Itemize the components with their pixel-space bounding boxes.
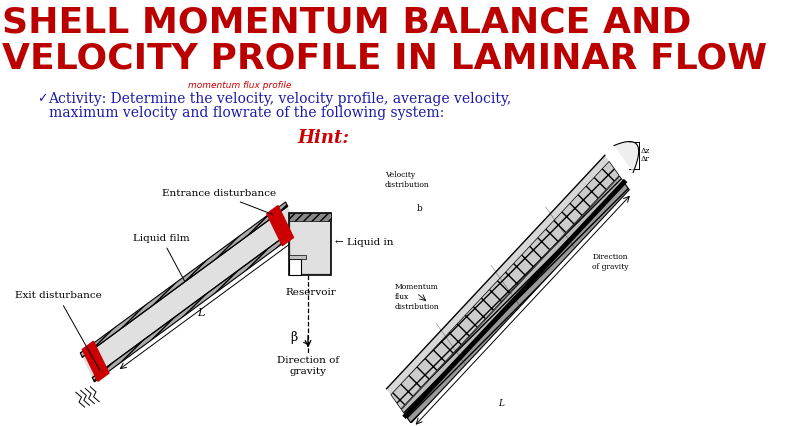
Text: Entrance disturbance: Entrance disturbance [162, 189, 276, 214]
Polygon shape [267, 206, 294, 246]
Text: Direction
of gravity: Direction of gravity [592, 253, 629, 271]
Polygon shape [83, 206, 298, 377]
Text: SHELL MOMENTUM BALANCE AND: SHELL MOMENTUM BALANCE AND [2, 6, 692, 40]
Text: Activity: Determine the velocity, velocity profile, average velocity,: Activity: Determine the velocity, veloci… [48, 92, 512, 106]
Bar [290, 255, 306, 259]
Polygon shape [83, 341, 109, 381]
Polygon shape [387, 155, 624, 416]
Text: Direction of
gravity: Direction of gravity [277, 357, 339, 376]
Polygon shape [614, 141, 638, 173]
Polygon shape [80, 202, 287, 357]
Text: momentum flux profile: momentum flux profile [188, 81, 291, 90]
Text: b: b [417, 204, 422, 213]
Bar [291, 216, 330, 273]
Text: maximum velocity and flowrate of the following system:: maximum velocity and flowrate of the fol… [48, 106, 444, 120]
Bar [290, 259, 301, 275]
Text: Exit disturbance: Exit disturbance [14, 291, 102, 371]
Text: Δz: Δz [640, 147, 649, 155]
Bar [290, 213, 331, 222]
Text: Momentum
flux
distribution: Momentum flux distribution [395, 283, 439, 311]
Text: VELOCITY PROFILE IN LAMINAR FLOW: VELOCITY PROFILE IN LAMINAR FLOW [2, 42, 768, 76]
Text: Liquid film: Liquid film [133, 234, 190, 281]
Text: Δr: Δr [640, 155, 649, 163]
Polygon shape [406, 182, 630, 423]
FancyBboxPatch shape [290, 213, 331, 275]
Text: ← Liquid in: ← Liquid in [335, 238, 393, 247]
Text: β: β [290, 331, 297, 344]
Text: Reservoir: Reservoir [285, 288, 336, 297]
Text: L: L [197, 308, 204, 318]
Text: ✓: ✓ [37, 92, 48, 105]
Text: Velocity
distribution: Velocity distribution [385, 171, 430, 189]
Text: L: L [498, 399, 504, 408]
Polygon shape [391, 161, 619, 409]
Text: Hint:: Hint: [298, 129, 349, 147]
Polygon shape [402, 176, 624, 416]
Polygon shape [92, 227, 299, 382]
